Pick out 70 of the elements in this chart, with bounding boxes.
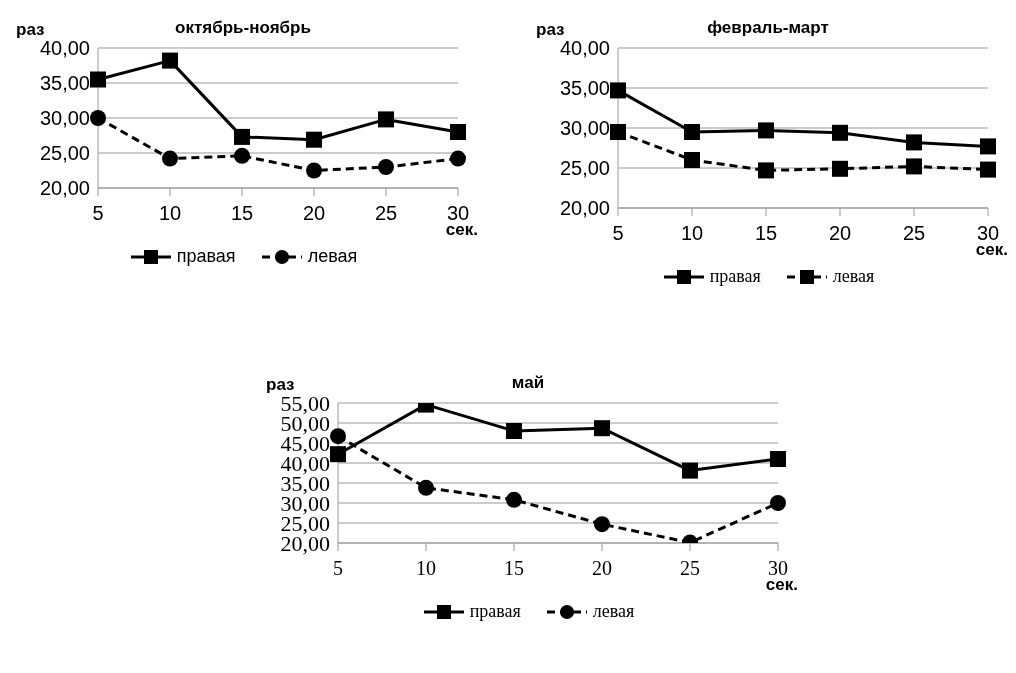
point [234,128,250,145]
x-tick-label: 25 [680,557,700,580]
point [378,111,394,128]
point [684,152,700,168]
y-tick-label: 35,00 [559,77,610,100]
y-tick-label: 25,00 [39,142,90,165]
x-tick-label: 10 [680,222,704,245]
point [594,420,610,437]
point [610,124,626,140]
point [906,134,922,151]
x-tick-label: 25 [902,222,926,245]
y-tick-label: 30,00 [39,107,90,130]
x-tick-label: 5 [333,557,343,580]
point [506,491,522,508]
point [378,159,394,175]
point [682,462,698,479]
x-tick-label: 20 [302,202,326,225]
point [980,161,996,178]
y-tick-label: 20,00 [559,197,610,220]
y-axis-title: раз [536,20,565,40]
legend-label: левая [592,601,635,622]
y-tick-label: 40,00 [39,37,90,60]
x-tick-label: 20 [828,222,852,245]
point [306,162,322,179]
point [684,124,700,140]
legend-label: правая [176,246,236,267]
x-tick-label: 25 [374,202,398,225]
x-tick-label: 5 [612,222,624,245]
point [506,423,522,439]
y-tick-label: 35,00 [39,72,90,95]
x-tick-label: 15 [230,202,254,225]
point [758,122,774,139]
y-tick-label: 25,00 [559,157,610,180]
point [594,516,610,533]
point [450,150,466,167]
chart-title: февраль-март [707,18,829,37]
x-tick-label: 5 [92,202,104,225]
y-tick-label: 20,00 [39,177,90,200]
y-tick-label: 40,00 [559,37,610,60]
point [330,428,346,445]
point [906,158,922,175]
y-axis-title: раз [16,20,45,40]
point [418,479,434,496]
point [770,495,786,511]
chart-title: октябрь-ноябрь [175,18,311,37]
point [234,147,250,164]
legend-label: левая [307,246,358,267]
y-tick-label: 30,00 [559,117,610,140]
point [980,138,996,155]
point [610,82,626,99]
point [162,150,178,167]
point [330,446,346,463]
point [758,162,774,179]
chart-title: май [511,373,545,392]
point [306,131,322,148]
point [770,451,786,467]
x-tick-label: 10 [158,202,182,225]
x-tick-label: 15 [504,557,524,580]
x-tick-label: 20 [592,557,612,580]
x-tick-label: 10 [416,557,436,580]
legend-label: левая [832,266,875,287]
point [832,160,848,177]
point [832,124,848,141]
x-tick-label: 15 [754,222,778,245]
legend-label: правая [469,601,521,622]
point [450,124,466,140]
point [90,110,106,126]
legend-label: правая [709,266,761,287]
point [90,71,106,88]
point [162,52,178,69]
